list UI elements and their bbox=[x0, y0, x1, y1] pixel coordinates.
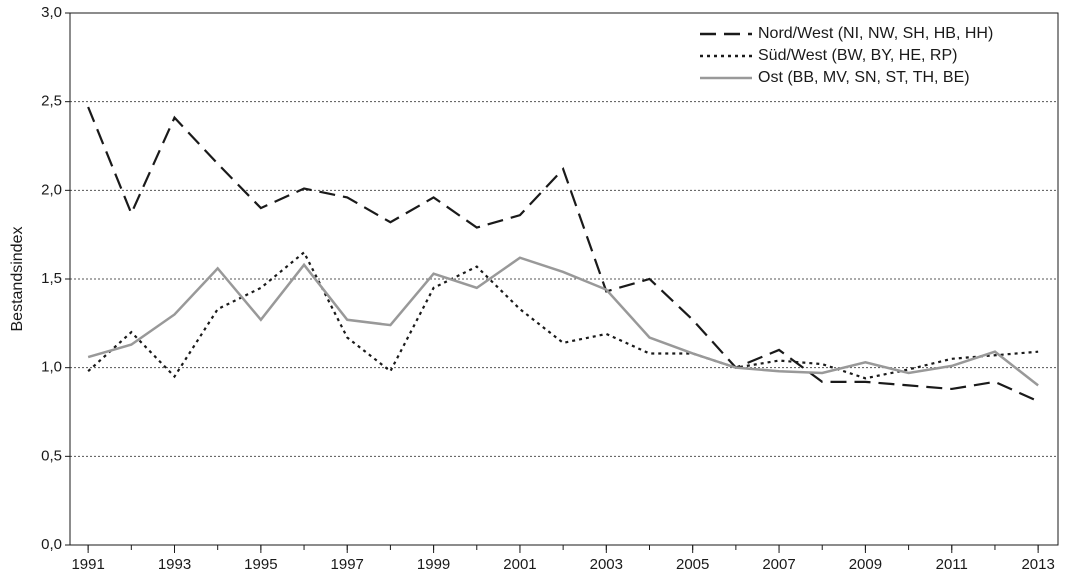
x-tick-label: 1997 bbox=[331, 556, 364, 573]
y-tick-label: 0,5 bbox=[41, 447, 62, 464]
legend-label: Süd/West (BW, BY, HE, RP) bbox=[758, 47, 957, 64]
plot-frame bbox=[69, 12, 1059, 546]
y-tick-label: 3,0 bbox=[41, 4, 62, 21]
y-tick-label: 2,0 bbox=[41, 181, 62, 198]
line-series bbox=[87, 250, 1039, 380]
x-tick-label: 2013 bbox=[1021, 556, 1054, 573]
x-tick-label: 1995 bbox=[244, 556, 277, 573]
x-tick-label: 2009 bbox=[849, 556, 882, 573]
x-tick-label: 1999 bbox=[417, 556, 450, 573]
x-tick-label: 2011 bbox=[936, 556, 968, 573]
legend-label: Ost (BB, MV, SN, ST, TH, BE) bbox=[758, 69, 970, 86]
y-tick-label: 0,0 bbox=[41, 536, 62, 553]
y-tick-label: 1,0 bbox=[41, 359, 62, 376]
y-tick-label: 2,5 bbox=[41, 93, 62, 110]
y-axis-label: Bestandsindex bbox=[9, 227, 26, 332]
x-tick-label: 2001 bbox=[503, 556, 536, 573]
x-tick-label: 2003 bbox=[590, 556, 623, 573]
line-series bbox=[87, 106, 1039, 403]
x-tick-label: 1993 bbox=[158, 556, 191, 573]
x-tick-label: 1991 bbox=[71, 556, 104, 573]
legend-label: Nord/West (NI, NW, SH, HB, HH) bbox=[758, 25, 993, 42]
y-tick-label: 1,5 bbox=[41, 270, 62, 287]
line-series bbox=[87, 256, 1039, 387]
x-tick-label: 2007 bbox=[762, 556, 795, 573]
x-tick-label: 2005 bbox=[676, 556, 709, 573]
